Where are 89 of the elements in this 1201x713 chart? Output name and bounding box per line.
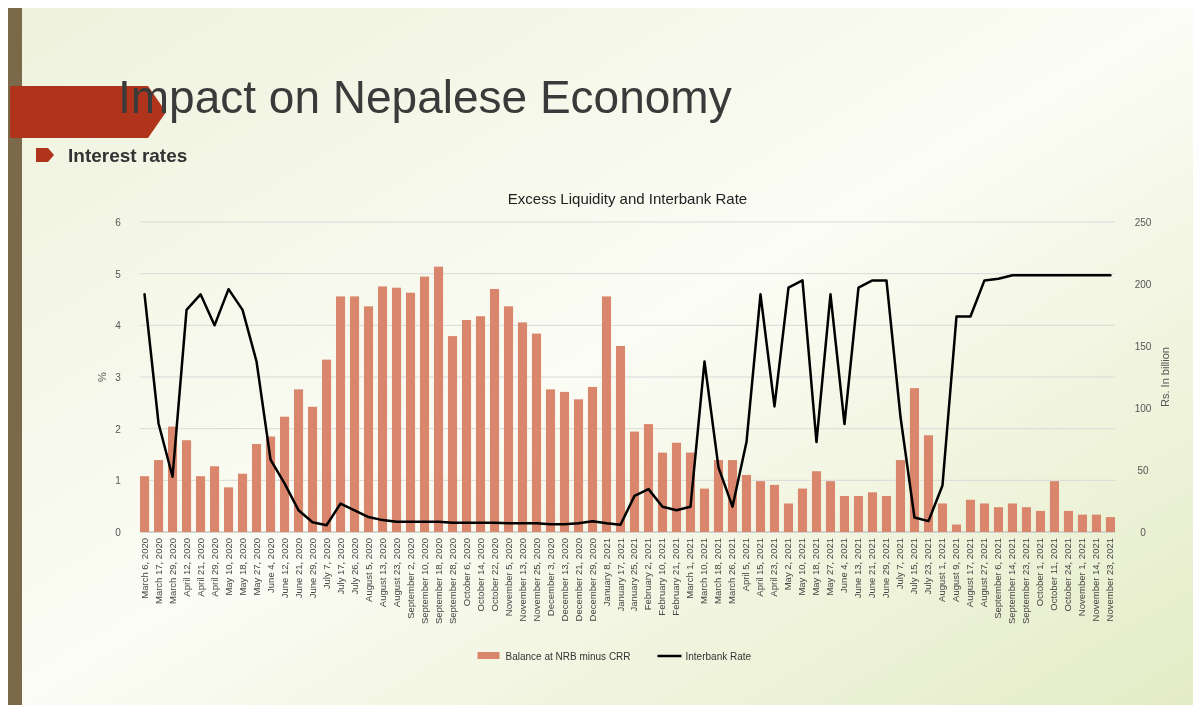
x-tick-label: December 3, 2020 <box>544 538 556 617</box>
x-tick-label: November 1, 2021 <box>1076 538 1088 617</box>
x-tick-label: April 29, 2020 <box>208 538 220 597</box>
y-axis-title: % <box>96 371 108 382</box>
y2-axis-title: Rs. In billion <box>1159 347 1171 407</box>
x-tick-label: December 29, 2020 <box>586 538 598 622</box>
y2-tick-label: 200 <box>1134 279 1152 290</box>
x-tick-label: July 23, 2021 <box>922 538 934 595</box>
x-tick-label: September 23, 2021 <box>1020 538 1032 625</box>
x-tick-label: September 6, 2021 <box>992 538 1004 619</box>
x-tick-label: November 14, 2021 <box>1090 538 1102 622</box>
x-tick-label: September 28, 2020 <box>446 538 458 625</box>
y-tick-label: 5 <box>115 268 122 280</box>
x-tick-label: September 2, 2020 <box>404 538 416 619</box>
x-tick-label: May 27, 2021 <box>824 538 836 596</box>
x-tick-label: April 23, 2021 <box>768 538 780 597</box>
x-tick-label: August 27, 2021 <box>978 538 990 608</box>
x-tick-label: April 12, 2020 <box>180 538 192 597</box>
x-tick-label: May 2, 2021 <box>782 538 794 591</box>
x-tick-label: December 21, 2020 <box>572 538 584 622</box>
x-tick-label: April 5, 2021 <box>740 538 752 592</box>
x-tick-label: January 8, 2021 <box>600 538 612 607</box>
x-tick-label: July 7, 2020 <box>320 538 332 590</box>
x-tick-label: July 26, 2020 <box>348 538 360 595</box>
x-tick-label: July 17, 2020 <box>334 538 346 595</box>
x-tick-label: March 26, 2021 <box>726 538 738 605</box>
x-tick-label: February 10, 2021 <box>656 538 668 616</box>
x-tick-label: August 9, 2021 <box>950 538 962 602</box>
y2-tick-label: 100 <box>1134 403 1152 414</box>
x-tick-label: May 10, 2020 <box>222 538 234 596</box>
x-tick-label: August 23, 2020 <box>390 538 402 608</box>
x-tick-label: May 27, 2020 <box>250 538 262 596</box>
x-tick-label: July 7, 2021 <box>894 538 906 590</box>
x-tick-label: February 21, 2021 <box>670 538 682 616</box>
x-tick-label: June 4, 2020 <box>264 538 276 593</box>
x-tick-label: March 10, 2021 <box>698 538 710 605</box>
y-tick-label: 3 <box>115 372 122 383</box>
x-tick-label: February 2, 2021 <box>642 538 654 611</box>
y2-tick-label: 50 <box>1137 465 1149 476</box>
x-tick-label: September 14, 2021 <box>1006 538 1018 625</box>
x-tick-label: March 1, 2021 <box>684 538 696 599</box>
x-tick-label: May 10, 2021 <box>796 538 808 596</box>
x-tick-label: November 25, 2020 <box>530 538 542 622</box>
x-tick-label: November 5, 2020 <box>502 538 514 617</box>
x-tick-label: September 18, 2020 <box>432 538 444 625</box>
x-tick-label: May 18, 2020 <box>236 538 248 596</box>
x-tick-label: October 6, 2020 <box>460 538 472 607</box>
x-tick-label: March 17, 2020 <box>152 538 164 605</box>
x-tick-label: April 21, 2020 <box>194 538 206 597</box>
legend-label: Balance at NRB minus CRR <box>505 651 631 662</box>
x-tick-label: August 17, 2021 <box>964 538 976 608</box>
x-tick-label: August 13, 2020 <box>376 538 388 608</box>
y2-tick-label: 150 <box>1134 341 1152 352</box>
y-tick-label: 1 <box>115 475 122 487</box>
x-tick-label: August 1, 2021 <box>936 538 948 602</box>
text: Interest rates <box>68 145 188 166</box>
x-tick-label: September 10, 2020 <box>418 538 430 625</box>
y2-tick-label: 0 <box>1140 527 1147 538</box>
x-tick-label: October 11, 2021 <box>1048 538 1060 611</box>
x-tick-label: January 17, 2021 <box>614 538 626 612</box>
x-tick-label: June 4, 2021 <box>838 538 850 593</box>
x-tick-label: October 24, 2021 <box>1062 538 1074 612</box>
y-tick-label: 6 <box>115 217 122 228</box>
x-tick-label: October 1, 2021 <box>1034 538 1046 607</box>
y-tick-label: 2 <box>115 423 122 435</box>
x-tick-label: March 6, 2020 <box>138 538 150 599</box>
x-tick-label: October 22, 2020 <box>488 538 500 612</box>
x-tick-label: June 21, 2021 <box>866 538 878 599</box>
x-tick-label: November 23, 2021 <box>1104 538 1116 622</box>
chart-title: Excess Liquidity and Interbank Rate <box>507 190 748 207</box>
x-tick-label: March 29, 2020 <box>166 538 178 605</box>
x-tick-label: October 14, 2020 <box>474 538 486 612</box>
y-tick-label: 0 <box>115 527 122 538</box>
x-tick-label: July 15, 2021 <box>908 538 920 595</box>
x-tick-label: April 15, 2021 <box>754 538 766 597</box>
x-tick-label: June 13, 2021 <box>852 538 864 599</box>
x-tick-label: December 13, 2020 <box>558 538 570 622</box>
x-tick-label: June 29, 2021 <box>880 538 892 599</box>
y-tick-label: 4 <box>115 320 122 332</box>
x-tick-label: August 5, 2020 <box>362 538 374 602</box>
x-tick-label: June 29, 2020 <box>306 538 318 599</box>
legend-label: Interbank Rate <box>685 651 752 662</box>
x-tick-label: June 21, 2020 <box>292 538 304 599</box>
x-tick-label: June 12, 2020 <box>278 538 290 599</box>
x-tick-label: March 18, 2021 <box>712 538 724 605</box>
x-tick-label: January 25, 2021 <box>628 538 640 612</box>
y2-tick-label: 250 <box>1134 217 1152 228</box>
x-tick-label: May 18, 2021 <box>810 538 822 596</box>
x-tick-label: November 13, 2020 <box>516 538 528 622</box>
